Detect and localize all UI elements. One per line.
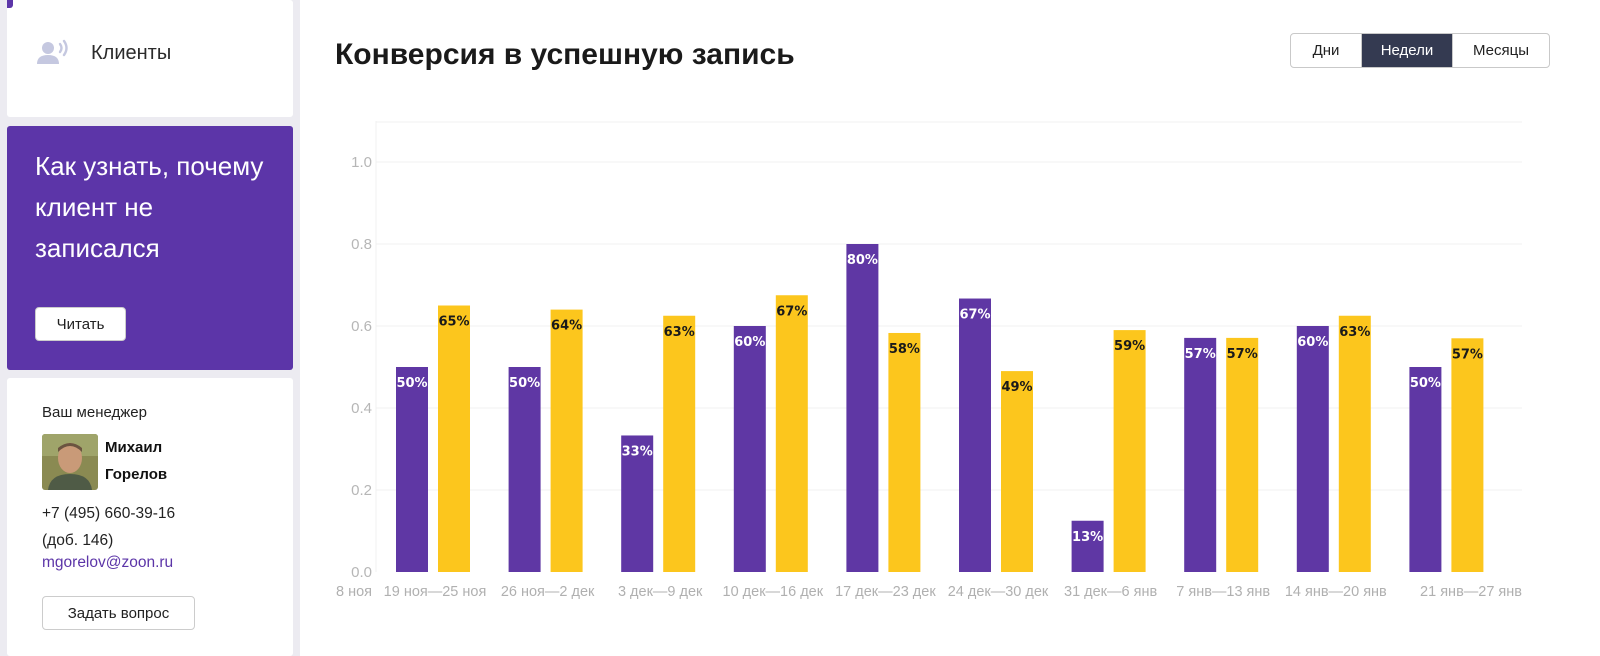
- sidebar: Клиенты Как узнать, почему клиент не зап…: [0, 0, 300, 656]
- read-button[interactable]: Читать: [35, 307, 126, 341]
- bar-purple: [508, 367, 541, 572]
- bar-yellow: [888, 332, 921, 572]
- bar-purple: [846, 244, 879, 572]
- x-tick-label: 21 янв—27 янв: [1420, 584, 1522, 600]
- promo-banner: Как узнать, почему клиент не записался Ч…: [7, 126, 293, 370]
- phone-number: +7 (495) 660-39-16: [42, 505, 176, 522]
- bar-yellow: [663, 315, 696, 572]
- x-tick-label: 3 дек—9 дек: [618, 584, 703, 600]
- x-tick-label: 26 ноя—2 дек: [501, 584, 595, 600]
- manager-email-link[interactable]: mgorelov@zoon.ru: [42, 554, 174, 571]
- bar-purple: [733, 326, 766, 572]
- bar-yellow: [1451, 338, 1484, 572]
- y-tick-label: 0.2: [351, 482, 372, 499]
- x-tick-label: 14 янв—20 янв: [1285, 584, 1387, 600]
- x-tick-label: 7 янв—13 янв: [1176, 584, 1270, 600]
- nav-card: Клиенты: [7, 0, 293, 117]
- manager-phone: +7 (495) 660-39-16 (доб. 146): [42, 500, 175, 554]
- y-tick-label: 0.4: [351, 400, 372, 417]
- bar-yellow: [1113, 330, 1146, 572]
- avatar: [42, 434, 98, 490]
- data-label: 60%: [1297, 335, 1328, 350]
- bar-purple: [396, 367, 428, 572]
- data-label: 57%: [1452, 347, 1483, 362]
- period-days-button[interactable]: Дни: [1291, 34, 1362, 67]
- x-tick-label: 19 ноя—25 ноя: [384, 584, 487, 600]
- data-label: 13%: [1072, 530, 1103, 545]
- data-label: 57%: [1227, 347, 1258, 362]
- period-months-button[interactable]: Месяцы: [1472, 42, 1529, 59]
- manager-card: Ваш менеджер Михаил Горелов +7 (495) 660…: [7, 378, 293, 656]
- bar-purple: [1409, 367, 1442, 572]
- manager-name: Михаил Горелов: [105, 434, 225, 488]
- page-title: Конверсия в успешную запись: [335, 38, 795, 71]
- bar-yellow: [1226, 337, 1259, 572]
- data-label: 67%: [776, 304, 807, 319]
- x-tick-label: 31 дек—6 янв: [1064, 584, 1157, 600]
- bar-purple: [621, 435, 654, 572]
- bar-yellow: [1338, 315, 1371, 572]
- period-weeks-button[interactable]: Недели: [1362, 34, 1453, 67]
- x-tick-label: 24 дек—30 дек: [948, 584, 1049, 600]
- ask-question-button[interactable]: Задать вопрос: [42, 596, 195, 630]
- bar-yellow: [1001, 371, 1033, 572]
- x-tick-label: 10 дек—16 дек: [723, 584, 824, 600]
- manager-last-name: Горелов: [105, 466, 168, 483]
- data-label: 60%: [734, 335, 765, 350]
- bar-yellow: [438, 305, 470, 572]
- y-tick-label: 0.0: [351, 564, 372, 581]
- conversion-chart: 0.0 0.2 0.4 0.6 0.8 1.0 50% 65% 50% 64% 33% 63% 60% 6…: [336, 121, 1522, 600]
- data-label: 50%: [396, 376, 427, 391]
- data-label: 50%: [509, 376, 540, 391]
- period-switcher: Дни Недели Месяцы: [1290, 33, 1550, 68]
- data-label: 63%: [664, 325, 695, 340]
- sidebar-item-label: Клиенты: [91, 41, 172, 64]
- data-label: 80%: [847, 253, 878, 268]
- bar-purple: [1296, 326, 1329, 572]
- phone-ext: (доб. 146): [42, 532, 114, 549]
- data-label: 59%: [1114, 339, 1145, 354]
- x-tick-label: 17 дек—23 дек: [835, 584, 936, 600]
- data-label: 64%: [551, 319, 582, 334]
- x-tick-label: 8 ноя: [336, 584, 372, 600]
- data-label: 57%: [1185, 347, 1216, 362]
- bar-yellow: [775, 295, 808, 572]
- promo-title: Как узнать, почему клиент не записался: [35, 151, 264, 263]
- manager-first-name: Михаил: [105, 439, 163, 456]
- data-label: 49%: [1001, 380, 1032, 395]
- data-label: 50%: [1410, 376, 1441, 391]
- bar-yellow: [550, 309, 583, 572]
- y-tick-label: 1.0: [351, 154, 372, 171]
- bar-purple: [959, 298, 991, 572]
- data-label: 58%: [889, 342, 920, 357]
- manager-caption: Ваш менеджер: [42, 404, 147, 421]
- data-label: 33%: [622, 444, 653, 459]
- clients-icon: [35, 38, 69, 68]
- y-tick-label: 0.8: [351, 236, 372, 253]
- data-label: 63%: [1339, 325, 1370, 340]
- bar-purple: [1184, 337, 1217, 572]
- y-tick-label: 0.6: [351, 318, 372, 335]
- active-indicator: [7, 0, 13, 8]
- data-label: 65%: [438, 315, 469, 330]
- bar-purple: [1071, 520, 1104, 572]
- sidebar-item-clients[interactable]: Клиенты: [35, 35, 171, 71]
- data-label: 67%: [959, 308, 990, 323]
- main-panel: Конверсия в успешную запись Дни Недели М…: [300, 0, 1600, 656]
